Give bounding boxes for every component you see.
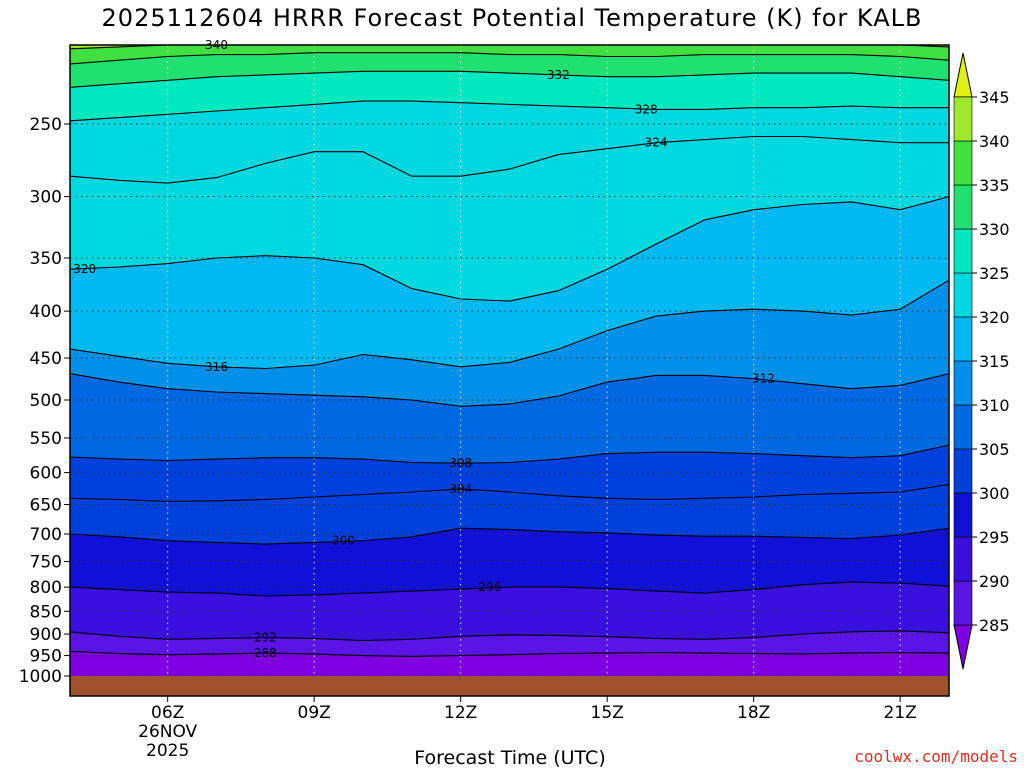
contour-line-300 (70, 527, 949, 545)
y-tick-label-350: 350 (30, 249, 62, 269)
colorbar-label-335: 335 (979, 176, 1010, 195)
plot-frame (69, 44, 950, 697)
ground-fill (70, 676, 949, 696)
contour-line-324 (70, 135, 949, 184)
y-tick-label-250: 250 (30, 115, 62, 135)
y-tick-label-500: 500 (30, 391, 62, 411)
contour-line-308 (70, 444, 949, 464)
y-tick-label-600: 600 (30, 464, 62, 484)
contour-label-288: 288 (254, 646, 277, 660)
contour-label-320: 320 (73, 262, 96, 276)
contour-label-324: 324 (645, 136, 668, 150)
y-tick-label-950: 950 (30, 647, 62, 667)
band-above-332 (70, 45, 949, 88)
colorbar-label-300: 300 (979, 484, 1010, 503)
y-tick-label-800: 800 (30, 578, 62, 598)
contour-label-292: 292 (254, 631, 277, 645)
colorbar-bin-295 (953, 492, 973, 538)
y-tick-label-1000: 1000 (19, 667, 62, 687)
contour-line-332 (70, 70, 949, 88)
y-tick-label-300: 300 (30, 188, 62, 208)
filled-contours (70, 45, 949, 696)
colorbar-bin-335 (953, 140, 973, 186)
y-tick-label-700: 700 (30, 525, 62, 545)
date-label-day: 26NOV (138, 722, 197, 742)
credit-link[interactable]: coolwx.com/models (854, 747, 1018, 766)
ground-layer (70, 676, 949, 696)
colorbar-bin-320 (953, 272, 973, 318)
colorbar-bin-330 (953, 184, 973, 230)
contour-label-332: 332 (547, 68, 570, 82)
contour-line-320 (70, 196, 949, 302)
x-tick-label-06Z: 06Z (151, 703, 184, 723)
contour-line-288 (70, 650, 949, 657)
contour-line-316 (70, 279, 949, 370)
colorbar-label-315: 315 (979, 352, 1010, 371)
colorbar-label-305: 305 (979, 440, 1010, 459)
colorbar-label-295: 295 (979, 528, 1010, 547)
y-tick-label-550: 550 (30, 429, 62, 449)
colorbar-bin-285 (953, 580, 973, 626)
colorbar-bin-325 (953, 228, 973, 274)
contour-label-308: 308 (449, 456, 472, 470)
colorbar-extend-low (953, 624, 973, 670)
colorbar-bin-300 (953, 448, 973, 494)
y-tick-label-750: 750 (30, 552, 62, 572)
x-axis-label: Forecast Time (UTC) (414, 747, 605, 768)
x-tick-label-09Z: 09Z (298, 703, 331, 723)
colorbar-bin-315 (953, 316, 973, 362)
contour-line-336 (70, 52, 949, 65)
contour-label-312: 312 (752, 372, 775, 386)
x-tick-label-21Z: 21Z (884, 703, 917, 723)
y-tick-label-850: 850 (30, 602, 62, 622)
chart-title: 2025112604 HRRR Forecast Potential Tempe… (101, 4, 923, 32)
contour-line-328 (70, 100, 949, 122)
y-tick-label-650: 650 (30, 495, 62, 515)
date-label-year: 2025 (146, 741, 189, 761)
colorbar-label-320: 320 (979, 308, 1010, 327)
colorbar-label-345: 345 (979, 88, 1010, 107)
y-tick-label-400: 400 (30, 302, 62, 322)
x-tick-label-18Z: 18Z (737, 703, 770, 723)
colorbar-label-290: 290 (979, 572, 1010, 591)
y-axis: 250 300 350 400 450 500 550 600 650 700 750 800 850 9… (19, 115, 70, 687)
contour-line-296 (70, 581, 949, 597)
colorbar-extend-high (953, 52, 973, 98)
y-tick-label-450: 450 (30, 349, 62, 369)
x-tick-label-12Z: 12Z (444, 703, 477, 723)
contour-line-292 (70, 630, 949, 642)
colorbar-label-285: 285 (979, 616, 1010, 635)
contour-lines (70, 45, 949, 657)
colorbar-label-310: 310 (979, 396, 1010, 415)
colorbar: 285 290 295 300 305 310 315 320 325 330 335 340 345 (953, 52, 1010, 670)
colorbar-bin-290 (953, 536, 973, 582)
colorbar-label-330: 330 (979, 220, 1010, 239)
colorbar-bin-340 (953, 96, 973, 142)
contour-label-304: 304 (449, 482, 472, 496)
contour-label-300: 300 (332, 534, 355, 548)
contour-line-312 (70, 373, 949, 407)
x-tick-label-15Z: 15Z (591, 703, 624, 723)
contour-label-328: 328 (635, 102, 658, 116)
contour-label-296: 296 (479, 580, 502, 594)
colorbar-label-340: 340 (979, 132, 1010, 151)
y-tick-label-900: 900 (30, 625, 62, 645)
contour-line-304 (70, 483, 949, 502)
colorbar-bin-310 (953, 360, 973, 406)
colorbar-label-325: 325 (979, 264, 1010, 283)
contour-label-316: 316 (205, 360, 228, 374)
colorbar-bin-305 (953, 404, 973, 450)
